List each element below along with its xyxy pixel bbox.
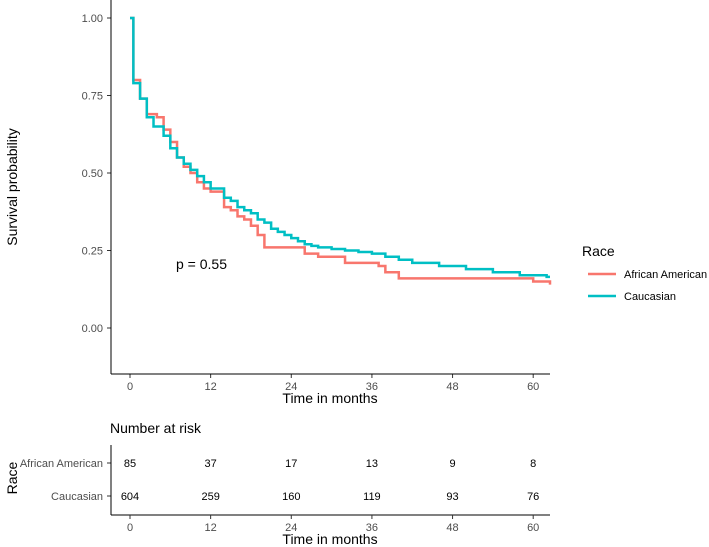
risk-x-tick-label: 12 — [205, 522, 217, 534]
y-tick-label: 1.00 — [82, 13, 103, 25]
risk-x-tick-label: 0 — [127, 522, 133, 534]
x-tick-label: 12 — [205, 381, 217, 393]
survival-plot: Survival probability 0.00 0.25 0.50 0.75 1.0… — [4, 0, 552, 406]
survival-curves — [130, 16, 552, 285]
risk-value: 604 — [121, 491, 139, 503]
y-tick-label: 0.25 — [82, 246, 103, 258]
legend-label-caucasian: Caucasian — [624, 291, 676, 303]
x-tick-label: 24 — [285, 381, 297, 393]
risk-table-x-title: Time in months — [282, 531, 377, 547]
risk-value: 76 — [527, 491, 539, 503]
x-tick-label: 48 — [446, 381, 458, 393]
risk-value: 85 — [124, 458, 136, 470]
risk-table: Number at risk Race African American Cau… — [4, 420, 550, 547]
risk-value: 119 — [363, 491, 381, 503]
risk-value: 13 — [366, 458, 378, 470]
survival-curve-caucasian — [130, 16, 550, 279]
x-tick-label: 0 — [127, 381, 133, 393]
legend-label-african-american: African American — [624, 269, 707, 281]
legend-title: Race — [582, 243, 615, 259]
x-tick-label: 36 — [366, 381, 378, 393]
risk-table-values: 85 37 17 13 9 8 604 259 160 119 93 76 — [121, 458, 540, 503]
risk-value: 17 — [285, 458, 297, 470]
x-axis-title: Time in months — [282, 390, 377, 406]
p-value-annotation: p = 0.55 — [176, 256, 227, 272]
risk-value: 259 — [201, 491, 219, 503]
risk-x-tick-label: 60 — [527, 522, 539, 534]
risk-value: 37 — [205, 458, 217, 470]
risk-x-tick-label: 24 — [285, 522, 297, 534]
y-tick-label: 0.50 — [82, 168, 103, 180]
survival-curve-african-american — [130, 16, 552, 285]
legend: Race African American Caucasian — [582, 243, 707, 303]
risk-value: 93 — [446, 491, 458, 503]
risk-table-y-title: Race — [4, 461, 20, 494]
risk-value: 160 — [282, 491, 300, 503]
x-tick-label: 60 — [527, 381, 539, 393]
risk-table-x-ticks: 0 12 24 36 48 60 — [127, 515, 539, 534]
x-axis-ticks: 0 12 24 36 48 60 — [127, 374, 539, 393]
risk-value: 8 — [530, 458, 536, 470]
risk-row-label-caucasian: Caucasian — [51, 491, 103, 503]
risk-table-title: Number at risk — [110, 420, 202, 436]
y-axis-title: Survival probability — [4, 128, 20, 246]
y-tick-label: 0.75 — [82, 91, 103, 103]
y-tick-label: 0.00 — [82, 323, 103, 335]
risk-x-tick-label: 36 — [366, 522, 378, 534]
risk-row-label-african-american: African American — [20, 458, 103, 470]
y-axis-ticks: 0.00 0.25 0.50 0.75 1.00 — [82, 13, 111, 335]
risk-value: 9 — [449, 458, 455, 470]
risk-x-tick-label: 48 — [446, 522, 458, 534]
